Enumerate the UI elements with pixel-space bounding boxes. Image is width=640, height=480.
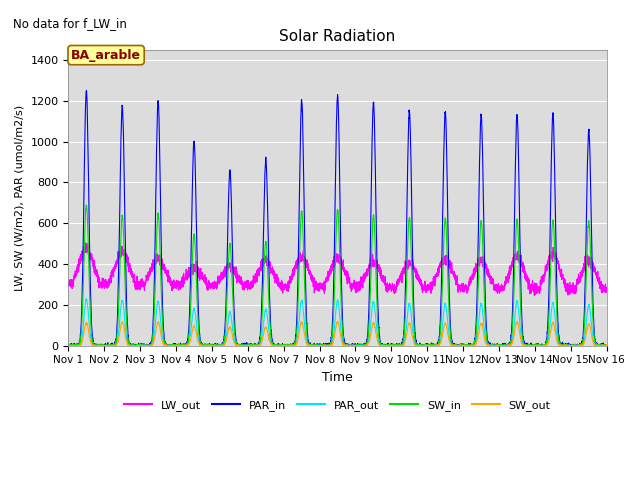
SW_in [161, 342, 169, 348]
X-axis label: Time: Time [322, 371, 353, 384]
PAR_in [602, 343, 610, 348]
LW_out [602, 289, 610, 295]
LW_out [161, 270, 169, 276]
SW_in [603, 342, 611, 348]
LW_out [603, 287, 611, 293]
Line: PAR_in: PAR_in [68, 90, 607, 346]
SW_out [458, 343, 466, 348]
SW_in [83, 202, 90, 208]
LW_out [317, 285, 325, 290]
PAR_out [489, 342, 497, 348]
LW_out [65, 281, 72, 287]
PAR_out [428, 342, 436, 348]
PAR_out [458, 343, 466, 348]
PAR_in [65, 341, 72, 347]
SW_in [489, 343, 497, 348]
SW_out [603, 342, 611, 348]
LW_out [428, 284, 436, 289]
LW_out [489, 276, 497, 282]
Line: PAR_out: PAR_out [68, 299, 607, 346]
PAR_in [317, 343, 325, 348]
SW_out [317, 343, 325, 348]
SW_in [602, 343, 610, 348]
PAR_out [65, 343, 72, 348]
Line: LW_out: LW_out [68, 243, 607, 296]
Text: BA_arable: BA_arable [71, 48, 141, 61]
SW_out [488, 343, 496, 348]
Line: SW_out: SW_out [68, 322, 607, 346]
LW_out [82, 240, 90, 246]
PAR_in [65, 343, 72, 348]
PAR_in [603, 342, 611, 348]
PAR_in [458, 343, 466, 348]
SW_out [602, 343, 610, 348]
SW_out [513, 319, 521, 324]
SW_in [65, 343, 72, 348]
SW_in [458, 342, 466, 348]
LW_out [531, 293, 538, 299]
SW_out [428, 343, 436, 348]
Legend: LW_out, PAR_in, PAR_out, SW_in, SW_out: LW_out, PAR_in, PAR_out, SW_in, SW_out [120, 396, 555, 416]
Title: Solar Radiation: Solar Radiation [280, 29, 396, 44]
LW_out [458, 286, 466, 291]
Text: No data for f_LW_in: No data for f_LW_in [13, 17, 127, 30]
Line: SW_in: SW_in [68, 205, 607, 346]
SW_in [428, 343, 436, 348]
PAR_out [603, 343, 611, 348]
PAR_out [161, 342, 169, 348]
SW_out [65, 343, 72, 348]
PAR_in [161, 341, 169, 347]
PAR_in [489, 342, 497, 348]
PAR_in [83, 87, 90, 93]
PAR_out [602, 343, 610, 348]
Y-axis label: LW, SW (W/m2), PAR (umol/m2/s): LW, SW (W/m2), PAR (umol/m2/s) [15, 105, 25, 291]
PAR_out [83, 296, 90, 301]
SW_out [161, 343, 169, 348]
PAR_out [317, 343, 325, 348]
PAR_in [429, 343, 436, 348]
SW_in [317, 343, 325, 348]
